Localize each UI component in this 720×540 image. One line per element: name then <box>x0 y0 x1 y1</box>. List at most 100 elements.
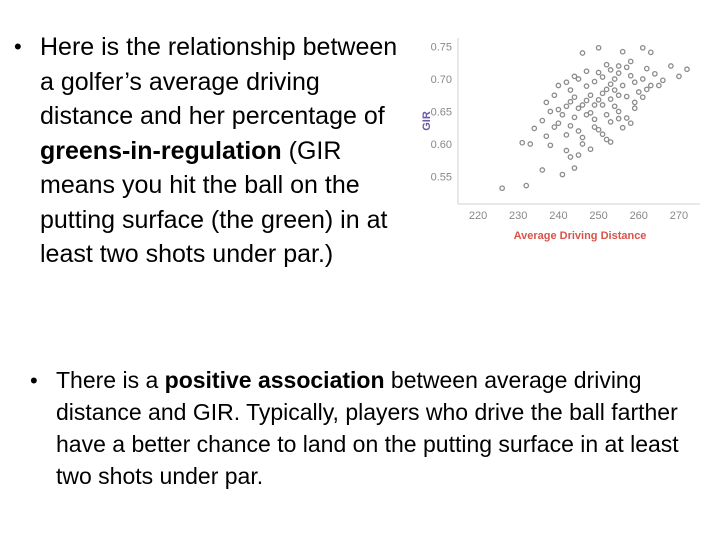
data-point <box>603 86 610 93</box>
data-point <box>591 116 598 123</box>
data-point <box>639 94 646 101</box>
data-point <box>627 72 634 79</box>
x-tick-label: 220 <box>469 210 487 222</box>
x-tick-label: 250 <box>589 210 607 222</box>
data-point <box>639 76 646 82</box>
x-tick-label: 270 <box>670 210 688 222</box>
data-point <box>591 78 598 85</box>
data-point <box>660 77 666 84</box>
data-point <box>543 99 550 106</box>
data-point <box>587 109 594 116</box>
data-point <box>615 70 622 77</box>
data-point <box>591 102 598 108</box>
bold-term: positive association <box>164 367 385 393</box>
data-point <box>619 48 626 55</box>
data-point <box>615 92 622 99</box>
data-point <box>647 82 654 89</box>
bullet-glyph: • <box>14 34 22 59</box>
data-point <box>571 73 578 80</box>
data-point <box>603 136 610 143</box>
data-point <box>531 125 538 132</box>
data-points <box>499 44 690 192</box>
data-point <box>555 106 562 113</box>
x-tick-label: 240 <box>549 210 567 222</box>
x-tick-label: 230 <box>509 210 527 222</box>
data-point <box>571 165 578 171</box>
data-point <box>587 146 594 153</box>
data-point <box>547 142 554 149</box>
data-point <box>599 90 606 97</box>
data-point <box>623 93 630 100</box>
data-point <box>563 132 570 138</box>
data-point <box>615 115 622 122</box>
data-point <box>607 67 614 73</box>
data-point <box>539 167 546 173</box>
y-tick-label: 0.65 <box>431 107 452 119</box>
text-segment: (GIR means you hit the ball on the putti… <box>40 136 388 269</box>
data-point <box>579 102 586 108</box>
data-point <box>639 44 646 51</box>
data-point <box>591 124 598 130</box>
data-point <box>627 120 634 127</box>
data-point <box>567 87 574 93</box>
bullet-point-1: • Here is the relationship between a gol… <box>14 30 404 272</box>
data-point <box>619 124 626 131</box>
scatter-plot: 0.550.600.650.700.75 220 230 240 250 260 270 … <box>421 38 700 242</box>
data-point <box>631 99 638 106</box>
data-point <box>607 81 614 88</box>
data-point <box>563 79 570 86</box>
data-point <box>575 152 582 158</box>
data-point <box>571 94 578 101</box>
data-point <box>635 89 642 95</box>
data-point <box>643 86 650 93</box>
data-point <box>579 50 586 56</box>
data-point <box>583 83 590 90</box>
data-point <box>563 147 570 154</box>
x-tick-label: 260 <box>630 210 648 222</box>
data-point <box>567 98 574 105</box>
data-point <box>668 63 674 69</box>
data-point <box>595 69 602 76</box>
x-tick-labels: 220 230 240 250 260 270 <box>469 210 688 222</box>
data-point <box>611 87 618 93</box>
data-point <box>595 126 602 133</box>
data-point <box>631 79 638 86</box>
data-point <box>607 119 614 125</box>
data-point <box>623 64 630 71</box>
x-axis-label: Average Driving Distance <box>514 230 647 242</box>
data-point <box>551 92 558 99</box>
data-point <box>567 122 574 129</box>
data-point <box>599 131 606 138</box>
data-point <box>623 115 630 121</box>
data-point <box>575 105 582 112</box>
data-point <box>655 82 662 89</box>
data-point <box>559 171 566 178</box>
y-axis-label: GIR <box>421 111 433 131</box>
data-point <box>579 134 586 141</box>
data-point <box>651 70 658 77</box>
bullet-glyph: • <box>30 368 38 393</box>
data-point <box>595 96 602 103</box>
data-point <box>619 82 626 89</box>
data-point <box>547 108 554 115</box>
y-tick-labels: 0.55 0.60 0.65 0.70 0.75 <box>431 42 452 184</box>
data-point <box>539 117 546 124</box>
data-point <box>519 139 526 146</box>
data-point <box>599 102 606 108</box>
data-point <box>571 114 578 121</box>
data-point <box>587 92 594 99</box>
data-point <box>555 82 562 89</box>
y-tick-label: 0.55 <box>431 172 452 184</box>
data-point <box>563 103 570 110</box>
bullet-text-1: Here is the relationship between a golfe… <box>40 30 404 272</box>
data-point <box>611 76 618 82</box>
bullet-text-2: There is a positive association between … <box>56 364 700 492</box>
y-tick-label: 0.60 <box>431 139 452 151</box>
text-segment: There is a <box>56 367 165 393</box>
data-point <box>684 66 690 73</box>
data-point <box>615 108 622 115</box>
data-point <box>499 185 505 192</box>
data-point <box>583 68 590 75</box>
data-point <box>555 120 562 127</box>
data-point <box>523 182 530 189</box>
